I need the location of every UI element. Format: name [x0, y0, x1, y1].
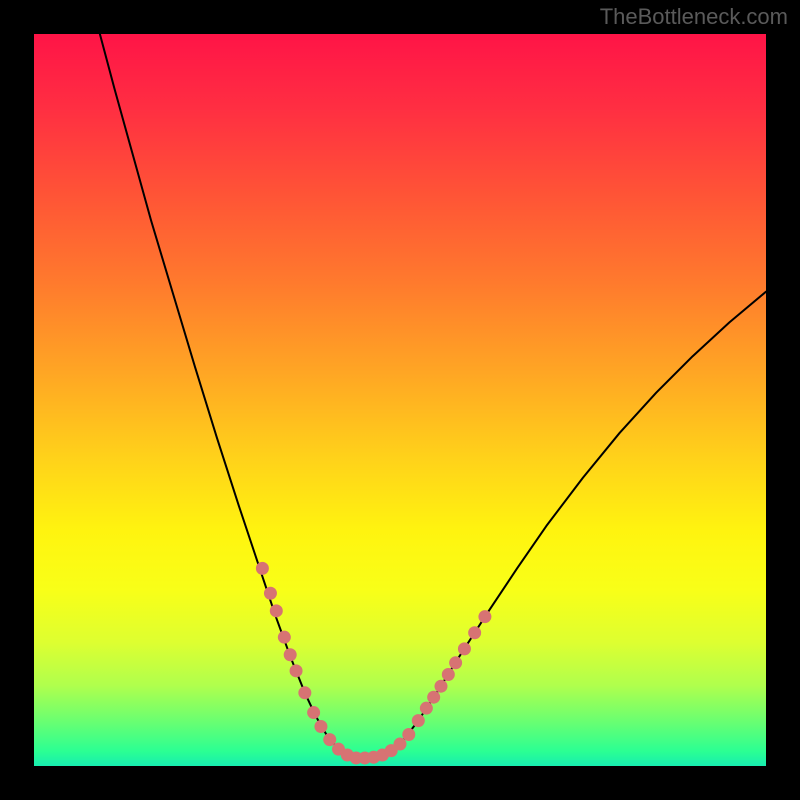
overlay-dot — [394, 738, 407, 751]
overlay-dot — [290, 664, 303, 677]
plot-area — [34, 34, 766, 766]
plot-svg — [34, 34, 766, 766]
overlay-dot — [307, 706, 320, 719]
overlay-dot — [468, 626, 481, 639]
overlay-dot — [256, 562, 269, 575]
overlay-dot — [478, 610, 491, 623]
overlay-dot — [270, 604, 283, 617]
overlay-dot — [420, 702, 433, 715]
overlay-dot — [298, 686, 311, 699]
watermark-text: TheBottleneck.com — [600, 4, 788, 30]
overlay-dot — [412, 714, 425, 727]
chart-container: TheBottleneck.com — [0, 0, 800, 800]
overlay-dot — [284, 648, 297, 661]
overlay-dot — [264, 587, 277, 600]
overlay-dot — [323, 733, 336, 746]
overlay-dot — [278, 631, 291, 644]
overlay-dot — [314, 720, 327, 733]
overlay-dot — [427, 691, 440, 704]
overlay-dot — [449, 656, 462, 669]
overlay-dot — [458, 642, 471, 655]
overlay-dot — [402, 728, 415, 741]
overlay-dot — [434, 680, 447, 693]
overlay-dot — [442, 668, 455, 681]
plot-background — [34, 34, 766, 766]
